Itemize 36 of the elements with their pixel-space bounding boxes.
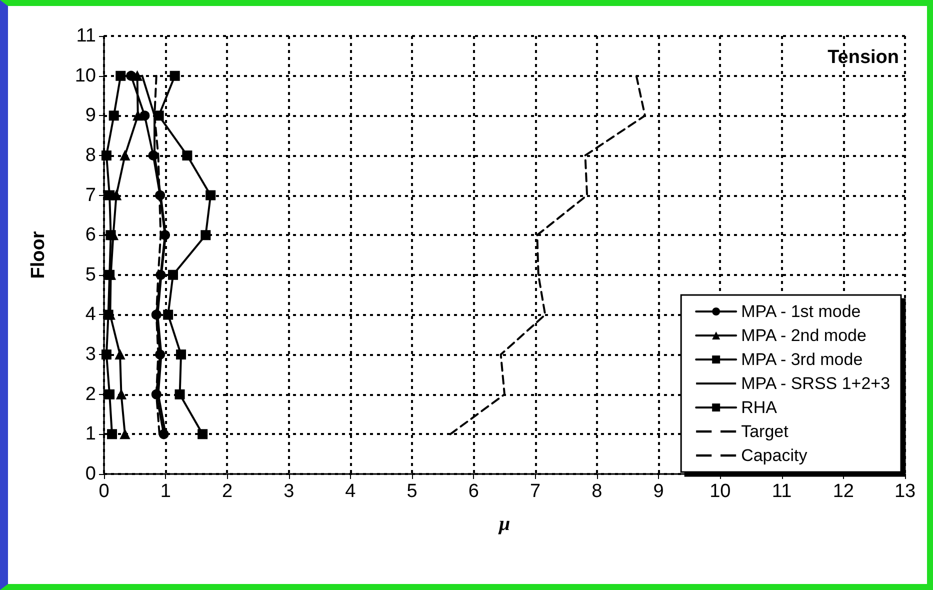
x-tick-label: 12 bbox=[832, 481, 854, 502]
legend-label: MPA - 1st mode bbox=[741, 302, 861, 321]
y-tick-label: 5 bbox=[85, 264, 96, 286]
x-tick-label: 6 bbox=[468, 481, 479, 502]
x-tick-label: 2 bbox=[222, 481, 233, 502]
x-tick-label: 10 bbox=[710, 481, 731, 502]
x-tick-label: 7 bbox=[530, 481, 541, 502]
x-tick-label: 9 bbox=[653, 481, 664, 502]
annotation: Tension bbox=[828, 47, 900, 68]
y-tick-label: 11 bbox=[76, 26, 96, 46]
y-tick-label: 6 bbox=[85, 224, 96, 246]
x-tick-label: 3 bbox=[284, 481, 294, 502]
legend-label: Capacity bbox=[741, 446, 808, 465]
x-tick-label: 5 bbox=[406, 481, 418, 502]
legend-label: Target bbox=[741, 422, 789, 441]
legend-label: MPA - SRSS 1+2+3 bbox=[741, 374, 890, 393]
legend-label: RHA bbox=[741, 398, 778, 417]
legend-label: MPA - 2nd mode bbox=[741, 326, 866, 345]
legend-label: MPA - 3rd mode bbox=[741, 350, 863, 369]
x-tick-label: 1 bbox=[160, 481, 171, 502]
y-tick-label: 4 bbox=[85, 304, 96, 326]
x-tick-label: 11 bbox=[772, 481, 792, 502]
y-tick-label: 10 bbox=[74, 65, 96, 86]
y-tick-label: 8 bbox=[85, 144, 96, 166]
y-tick-label: 2 bbox=[85, 384, 96, 405]
y-tick-label: 9 bbox=[85, 105, 96, 126]
x-tick-label: 13 bbox=[894, 481, 916, 502]
x-tick-label: 4 bbox=[345, 481, 356, 502]
y-axis-title: Floor bbox=[28, 230, 49, 279]
y-tick-label: 0 bbox=[85, 464, 96, 484]
x-tick-label: 8 bbox=[592, 481, 602, 502]
y-tick-label: 1 bbox=[85, 424, 96, 445]
y-tick-label: 7 bbox=[85, 184, 96, 206]
x-axis-title: μ bbox=[498, 513, 510, 535]
x-tick-label: 0 bbox=[98, 481, 110, 502]
y-tick-label: 3 bbox=[85, 344, 96, 366]
